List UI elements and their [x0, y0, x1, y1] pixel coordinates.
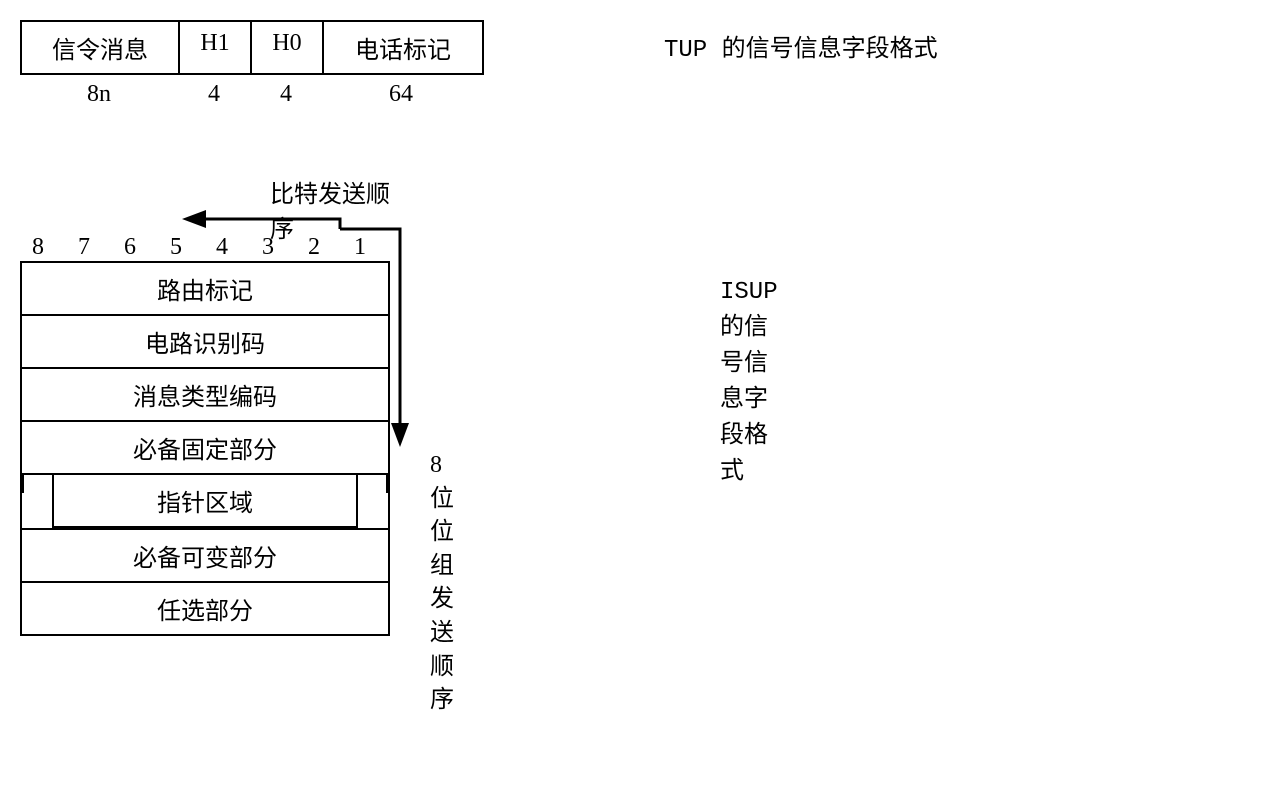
tup-table: 信令消息 H1 H0 电话标记 8n 4 4 64	[20, 20, 484, 114]
isup-row-pointer: 指针区域	[52, 475, 358, 528]
tup-width-1: 4	[178, 75, 250, 114]
tup-title-suffix: 的信号信息字段格式	[722, 36, 938, 62]
tup-title: TUP 的信号信息字段格式	[664, 20, 938, 64]
isup-row-fixed-mandatory: 必备固定部分	[22, 422, 388, 475]
byte-order-line2: 发送顺序	[430, 583, 454, 717]
tup-width-0: 8n	[20, 75, 178, 114]
tup-cell-phone-mark: 电话标记	[324, 22, 482, 73]
tup-section: 信令消息 H1 H0 电话标记 8n 4 4 64 TUP 的信号信息字段格式	[20, 20, 1257, 114]
isup-title: ISUP 的信号信息字段格式	[720, 279, 778, 486]
isup-table-wrapper: 比特发送顺序 8 7 6 5 4 3 2 1	[20, 234, 392, 636]
isup-title-prefix: ISUP	[720, 279, 778, 306]
tup-widths-row: 8n 4 4 64	[20, 75, 484, 114]
isup-row-circuit-id: 电路识别码	[22, 316, 388, 369]
isup-table: 路由标记 电路识别码 消息类型编码 必备固定部分 指针区域 必备可变部分 任选部…	[20, 261, 390, 636]
byte-order-line1: 8 位位组	[430, 449, 454, 583]
isup-title-suffix: 的信号信息字段格式	[720, 314, 768, 484]
tup-cell-h1: H1	[180, 22, 252, 73]
isup-section: 比特发送顺序 8 7 6 5 4 3 2 1	[20, 234, 1257, 636]
isup-row-routing: 路由标记	[22, 263, 388, 316]
tup-cell-h0: H0	[252, 22, 324, 73]
isup-row-var-mandatory: 必备可变部分	[22, 528, 388, 583]
byte-order-label: 8 位位组 发送顺序	[430, 449, 454, 718]
tup-title-prefix: TUP	[664, 37, 722, 64]
tup-header-row: 信令消息 H1 H0 电话标记	[20, 20, 484, 75]
tup-cell-signaling: 信令消息	[22, 22, 180, 73]
tup-width-3: 64	[322, 75, 480, 114]
isup-row-optional: 任选部分	[22, 583, 388, 636]
isup-row-msg-type: 消息类型编码	[22, 369, 388, 422]
tup-width-2: 4	[250, 75, 322, 114]
